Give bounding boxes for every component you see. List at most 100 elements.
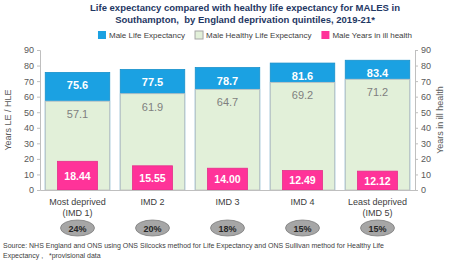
tick: 0: [415, 185, 426, 195]
x-tick-label-line: Most deprived: [49, 197, 106, 207]
legend-item: Male Years in ill health: [321, 31, 412, 40]
bars: [45, 60, 410, 190]
x-tick-label: IMD 4: [290, 197, 314, 207]
tick: 40: [415, 123, 431, 133]
annotation-label: 20%: [143, 224, 161, 234]
tick: 70: [415, 76, 431, 86]
legend-item: Male Life Expectancy: [98, 31, 185, 40]
bar: [195, 89, 260, 190]
bar: [270, 63, 335, 190]
tick-mark: [37, 66, 40, 67]
tick: 20: [24, 154, 40, 164]
bar: [133, 166, 173, 190]
data-label: 57.1: [67, 108, 88, 120]
x-tick-label: IMD 2: [140, 197, 164, 207]
tick-mark: [415, 66, 418, 67]
tick: 20: [415, 154, 431, 164]
legend-item: Male Healthy Life Expectancy: [195, 31, 311, 40]
bar: [120, 94, 185, 190]
data-label: 15.55: [139, 172, 165, 184]
annotation-label: 15%: [293, 224, 311, 234]
data-label: 83.4: [367, 67, 389, 79]
tick: 90: [415, 45, 431, 55]
tick-mark: [415, 174, 418, 175]
y-tick-label: 60: [24, 92, 34, 102]
tick: 60: [24, 92, 40, 102]
data-label: 77.5: [142, 76, 163, 88]
annotation-oval: [211, 220, 245, 236]
annotation-oval: [61, 220, 95, 236]
data-label: 12.49: [289, 174, 315, 186]
tick: 10: [415, 170, 431, 180]
legend-swatch: [98, 31, 106, 39]
bar: [208, 168, 248, 190]
axis-line: [41, 190, 416, 191]
y2-tick-label: 70: [421, 76, 431, 86]
tick-mark: [37, 143, 40, 144]
tick: 30: [415, 139, 431, 149]
y2-tick-label: 80: [421, 61, 431, 71]
x-tick-label: IMD 3: [215, 197, 239, 207]
bar: [58, 161, 98, 190]
tick: 50: [24, 108, 40, 118]
tick-mark: [37, 50, 40, 51]
tick: 80: [415, 61, 431, 71]
y-tick-label: 80: [24, 61, 34, 71]
tick-mark: [415, 159, 418, 160]
y2-tick-label: 0: [421, 185, 426, 195]
legend-label: Male Life Expectancy: [109, 31, 185, 40]
axis-line: [416, 51, 419, 191]
chart-svg: Life expectancy compared with healthy li…: [0, 0, 449, 265]
tick: IMD 4: [290, 190, 314, 207]
y2-tick-label: 30: [421, 139, 431, 149]
tick-mark: [37, 190, 40, 191]
y-tick-label: 70: [24, 76, 34, 86]
tick: 50: [415, 108, 431, 118]
data-label: 75.6: [67, 79, 88, 91]
y2-axis: 0 10 20 30 40 50 60 70 80 90: [415, 45, 431, 195]
bar: [45, 72, 110, 190]
source-note: Expectancy , *provisional data: [3, 252, 101, 260]
data-label: 69.2: [292, 89, 313, 101]
data-label: 71.2: [367, 86, 388, 98]
tick-mark: [37, 159, 40, 160]
bar: [345, 60, 410, 190]
title: Life expectancy compared with healthy li…: [90, 2, 400, 13]
legend-label: Male Years in ill health: [332, 31, 412, 40]
data-label: 61.9: [142, 101, 163, 113]
annotations: 24%20%18%15%15%: [61, 220, 395, 236]
chart-root: Life expectancy compared with healthy li…: [0, 0, 449, 265]
y2-tick-label: 50: [421, 108, 431, 118]
x-axis: Most deprived(IMD 1)IMD 2IMD 3IMD 4Least…: [41, 190, 416, 218]
y2-tick-label: 10: [421, 170, 431, 180]
y-axis: 0102030405060708090: [24, 45, 41, 195]
y-tick-label: 90: [24, 45, 34, 55]
data-label: 18.44: [64, 170, 90, 182]
tick-mark: [415, 143, 418, 144]
x-tick-label-line: Least deprived: [348, 197, 407, 207]
data-label: 78.7: [217, 75, 238, 87]
bar: [120, 69, 185, 190]
tick-mark: [415, 81, 418, 82]
y2-axis-title: Years in ill health: [435, 86, 445, 154]
data-label: 64.7: [217, 96, 238, 108]
tick-mark: [37, 112, 40, 113]
annotation-label: 24%: [68, 224, 86, 234]
tick: 60: [415, 92, 431, 102]
y-tick-label: 20: [24, 154, 34, 164]
annotation-oval: [361, 220, 395, 236]
source-note: Source: NHS England and ONS using ONS Si…: [3, 242, 384, 250]
legend: Male Life Expectancy Male Healthy Life Ex…: [98, 31, 412, 40]
y-tick-label: 50: [24, 108, 34, 118]
tick: IMD 2: [140, 190, 164, 207]
legend-swatch: [195, 31, 203, 39]
y-tick-label: 0: [29, 185, 34, 195]
tick-mark: [415, 112, 418, 113]
data-label: 12.12: [364, 175, 390, 187]
y-axis-title: Years LE / HLE: [3, 89, 13, 150]
tick: 80: [24, 61, 40, 71]
tick: 10: [24, 170, 40, 180]
bar: [283, 171, 323, 190]
bar: [195, 68, 260, 190]
tick-mark: [37, 128, 40, 129]
